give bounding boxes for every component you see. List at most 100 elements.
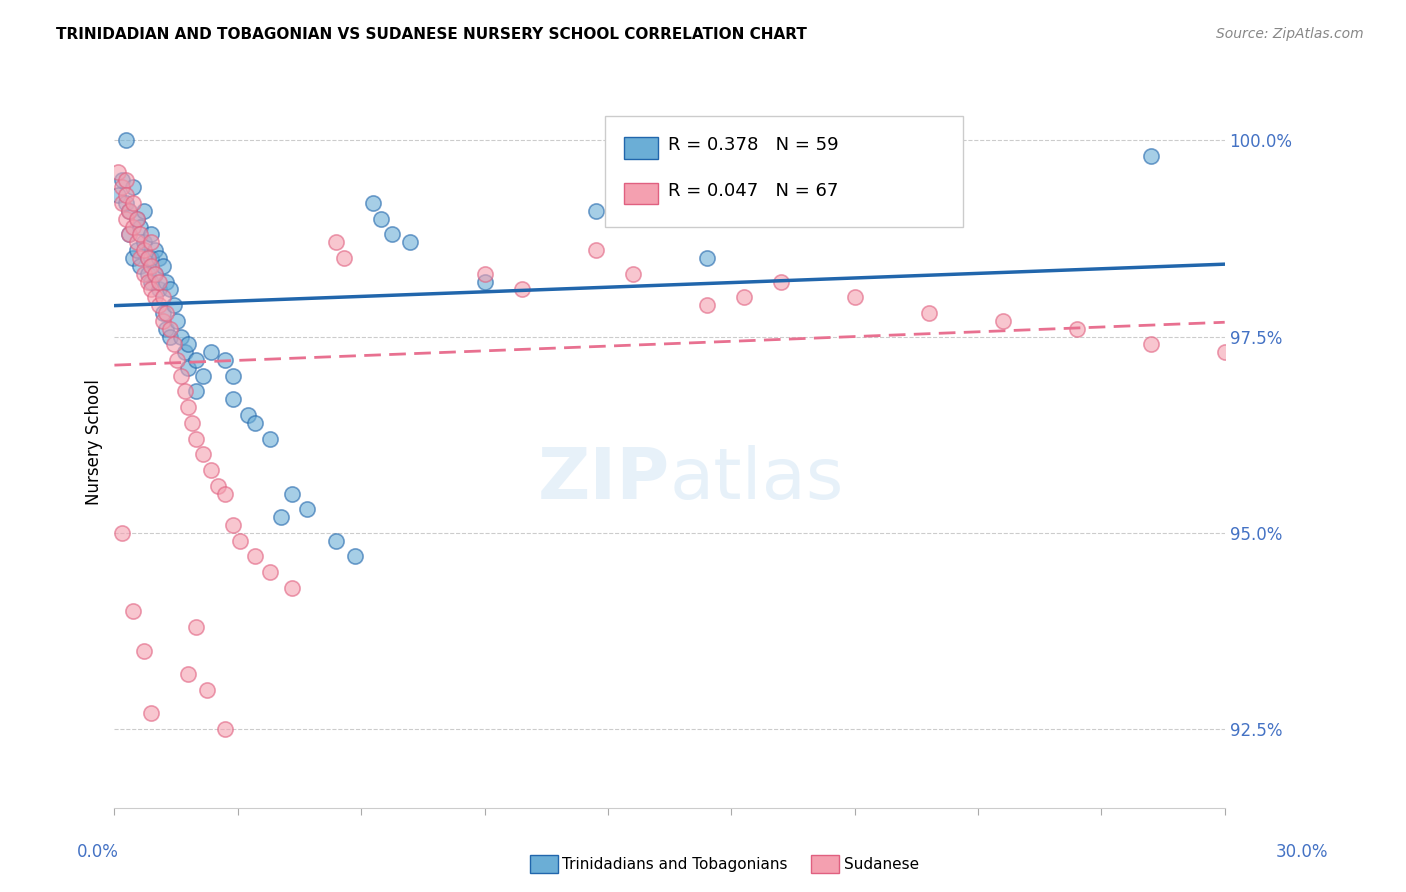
- Y-axis label: Nursery School: Nursery School: [86, 380, 103, 506]
- Point: [114, 188, 136, 202]
- Point: [111, 525, 134, 540]
- Point: [148, 275, 170, 289]
- Point: [1139, 337, 1161, 351]
- Point: [143, 267, 166, 281]
- Point: [141, 259, 163, 273]
- Point: [143, 290, 166, 304]
- Point: [281, 486, 304, 500]
- Point: [243, 549, 266, 564]
- Point: [170, 368, 193, 383]
- Point: [214, 486, 236, 500]
- Point: [111, 172, 134, 186]
- Point: [136, 267, 159, 281]
- Point: [141, 227, 163, 242]
- Point: [184, 353, 207, 368]
- Point: [114, 211, 136, 226]
- Point: [510, 282, 533, 296]
- Point: [399, 235, 422, 250]
- Point: [141, 235, 163, 250]
- Point: [125, 211, 148, 226]
- Point: [173, 345, 195, 359]
- Point: [132, 203, 155, 218]
- Point: [152, 306, 174, 320]
- Text: 0.0%: 0.0%: [77, 843, 120, 861]
- Point: [148, 282, 170, 296]
- Text: R = 0.047   N = 67: R = 0.047 N = 67: [668, 182, 838, 200]
- Point: [222, 368, 245, 383]
- Point: [132, 243, 155, 257]
- Point: [107, 188, 129, 202]
- Point: [118, 227, 141, 242]
- Point: [1139, 149, 1161, 163]
- Point: [177, 360, 200, 375]
- Point: [193, 368, 215, 383]
- Point: [917, 306, 939, 320]
- Point: [143, 243, 166, 257]
- Point: [159, 329, 181, 343]
- Point: [200, 345, 222, 359]
- Point: [118, 227, 141, 242]
- Point: [132, 267, 155, 281]
- Point: [696, 251, 718, 265]
- Point: [270, 510, 292, 524]
- Point: [166, 314, 188, 328]
- Point: [155, 321, 177, 335]
- Point: [243, 416, 266, 430]
- Point: [1213, 345, 1236, 359]
- Point: [1066, 321, 1088, 335]
- Point: [111, 196, 134, 211]
- Point: [136, 251, 159, 265]
- Point: [122, 604, 145, 618]
- Point: [122, 196, 145, 211]
- Point: [363, 196, 385, 211]
- Point: [143, 267, 166, 281]
- Text: Trinidadians and Tobagonians: Trinidadians and Tobagonians: [562, 857, 787, 871]
- Text: atlas: atlas: [669, 444, 844, 514]
- Point: [166, 353, 188, 368]
- Point: [222, 518, 245, 533]
- Point: [769, 275, 792, 289]
- Point: [173, 384, 195, 399]
- Point: [325, 235, 347, 250]
- Point: [991, 314, 1014, 328]
- Point: [129, 259, 152, 273]
- Point: [152, 259, 174, 273]
- Point: [136, 275, 159, 289]
- Point: [222, 392, 245, 407]
- Point: [259, 565, 281, 579]
- Point: [733, 290, 755, 304]
- Point: [155, 306, 177, 320]
- Point: [118, 203, 141, 218]
- Point: [325, 533, 347, 548]
- Point: [122, 219, 145, 234]
- Point: [125, 211, 148, 226]
- Point: [141, 282, 163, 296]
- Point: [141, 275, 163, 289]
- Point: [155, 275, 177, 289]
- Text: R = 0.378   N = 59: R = 0.378 N = 59: [668, 136, 838, 154]
- Point: [195, 682, 218, 697]
- Point: [148, 251, 170, 265]
- Point: [162, 298, 184, 312]
- Text: ZIP: ZIP: [537, 444, 669, 514]
- Point: [148, 298, 170, 312]
- Point: [343, 549, 366, 564]
- Point: [159, 321, 181, 335]
- Point: [193, 447, 215, 461]
- Point: [585, 203, 607, 218]
- Point: [170, 329, 193, 343]
- Point: [122, 251, 145, 265]
- Text: 30.0%: 30.0%: [1277, 843, 1329, 861]
- Point: [807, 180, 830, 194]
- Text: TRINIDADIAN AND TOBAGONIAN VS SUDANESE NURSERY SCHOOL CORRELATION CHART: TRINIDADIAN AND TOBAGONIAN VS SUDANESE N…: [56, 27, 807, 42]
- Point: [114, 196, 136, 211]
- Point: [696, 298, 718, 312]
- Point: [181, 416, 204, 430]
- Point: [295, 502, 318, 516]
- Point: [107, 164, 129, 178]
- Point: [152, 290, 174, 304]
- Point: [281, 581, 304, 595]
- Point: [844, 290, 866, 304]
- Point: [129, 219, 152, 234]
- Point: [236, 408, 259, 422]
